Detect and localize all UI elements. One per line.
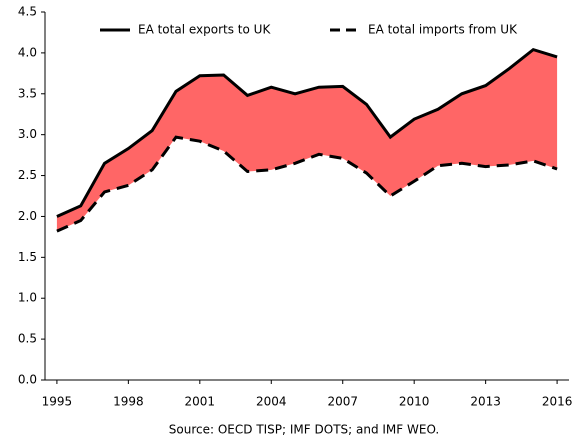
y-tick-label: 3.5 — [18, 86, 37, 100]
series-line — [56, 135, 558, 233]
y-tick-label: 2.5 — [18, 168, 37, 182]
x-tick-label: 2013 — [470, 395, 501, 409]
x-tick-label: 1995 — [42, 395, 73, 409]
x-tick-label: 2010 — [399, 395, 430, 409]
y-tick-label: 3.0 — [18, 127, 37, 141]
gap-area — [56, 49, 558, 232]
x-tick-label: 2004 — [256, 395, 287, 409]
y-tick-label: 0.0 — [18, 373, 37, 387]
x-tick-label: 2007 — [327, 395, 358, 409]
x-tick-label: 1998 — [113, 395, 144, 409]
source-note: Source: OECD TISP; IMF DOTS; and IMF WEO… — [169, 423, 439, 437]
y-tick-label: 0.5 — [18, 332, 37, 346]
x-tick-label: 2001 — [185, 395, 216, 409]
series-line — [56, 47, 558, 218]
y-tick-label: 4.5 — [18, 5, 37, 19]
y-tick-label: 4.0 — [18, 45, 37, 59]
legend-label: EA total imports from UK — [368, 23, 518, 37]
y-tick-label: 2.0 — [18, 209, 37, 223]
y-tick-label: 1.0 — [18, 291, 37, 305]
y-tick-label: 1.5 — [18, 250, 37, 264]
legend-label: EA total exports to UK — [138, 23, 271, 37]
x-tick-label: 2016 — [542, 395, 573, 409]
